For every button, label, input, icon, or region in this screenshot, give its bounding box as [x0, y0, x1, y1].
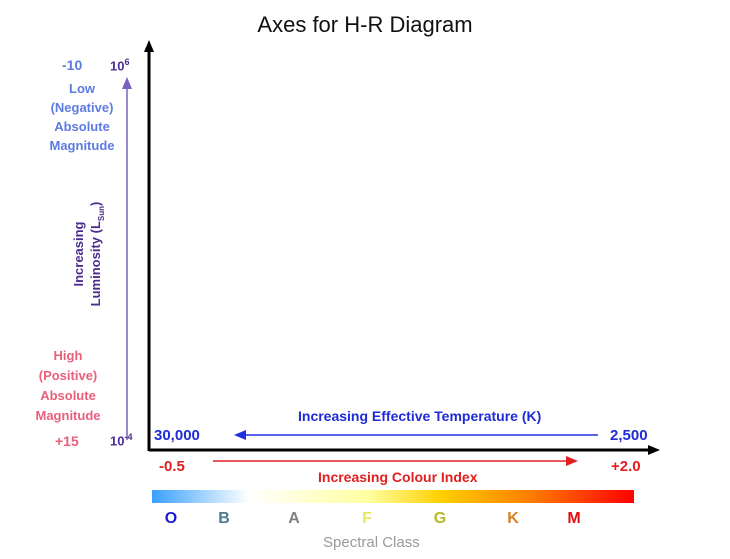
spectral-class-m: M	[567, 510, 581, 527]
diagram-title: Axes for H-R Diagram	[257, 12, 473, 37]
colour-index-label: Increasing Colour Index	[318, 469, 478, 485]
spectral-class-g: G	[433, 510, 447, 527]
spectral-class-o: O	[164, 510, 178, 527]
spectral-gradient-bar	[152, 490, 634, 503]
spectral-class-a: A	[288, 510, 300, 527]
temperature-arrowhead	[234, 430, 246, 440]
y-top-tick: 106	[110, 57, 130, 74]
spectral-class-k: K	[507, 510, 519, 527]
x-axis-arrowhead	[648, 445, 660, 455]
temperature-label: Increasing Effective Temperature (K)	[298, 408, 542, 424]
magnitude-top-value: -10	[62, 57, 83, 73]
colour-index-arrowhead	[566, 456, 578, 466]
y-bottom-tick: 10-4	[110, 432, 133, 449]
colour-index-right-value: +2.0	[611, 458, 641, 475]
y-axis-label-line1: Increasing	[71, 221, 87, 287]
y-axis-label: Increasing Luminosity (LSun)	[70, 202, 110, 307]
y-axis-label-line2: Luminosity (LSun)	[88, 201, 106, 307]
magnitude-bottom-value: +15	[55, 433, 79, 449]
spectral-class-f: F	[362, 510, 372, 527]
magnitude-bottom-text: High (Positive) Absolute Magnitude	[35, 348, 101, 423]
spectral-class-b: B	[218, 510, 230, 527]
colour-index-left-value: -0.5	[159, 458, 185, 475]
temperature-left-value: 30,000	[154, 427, 200, 444]
temperature-right-value: 2,500	[610, 427, 648, 444]
luminosity-arrowhead	[122, 77, 132, 89]
spectral-class-label: Spectral Class	[323, 534, 420, 551]
y-axis-arrowhead	[144, 40, 154, 52]
magnitude-top-text: Low (Negative) Absolute Magnitude	[49, 81, 115, 153]
